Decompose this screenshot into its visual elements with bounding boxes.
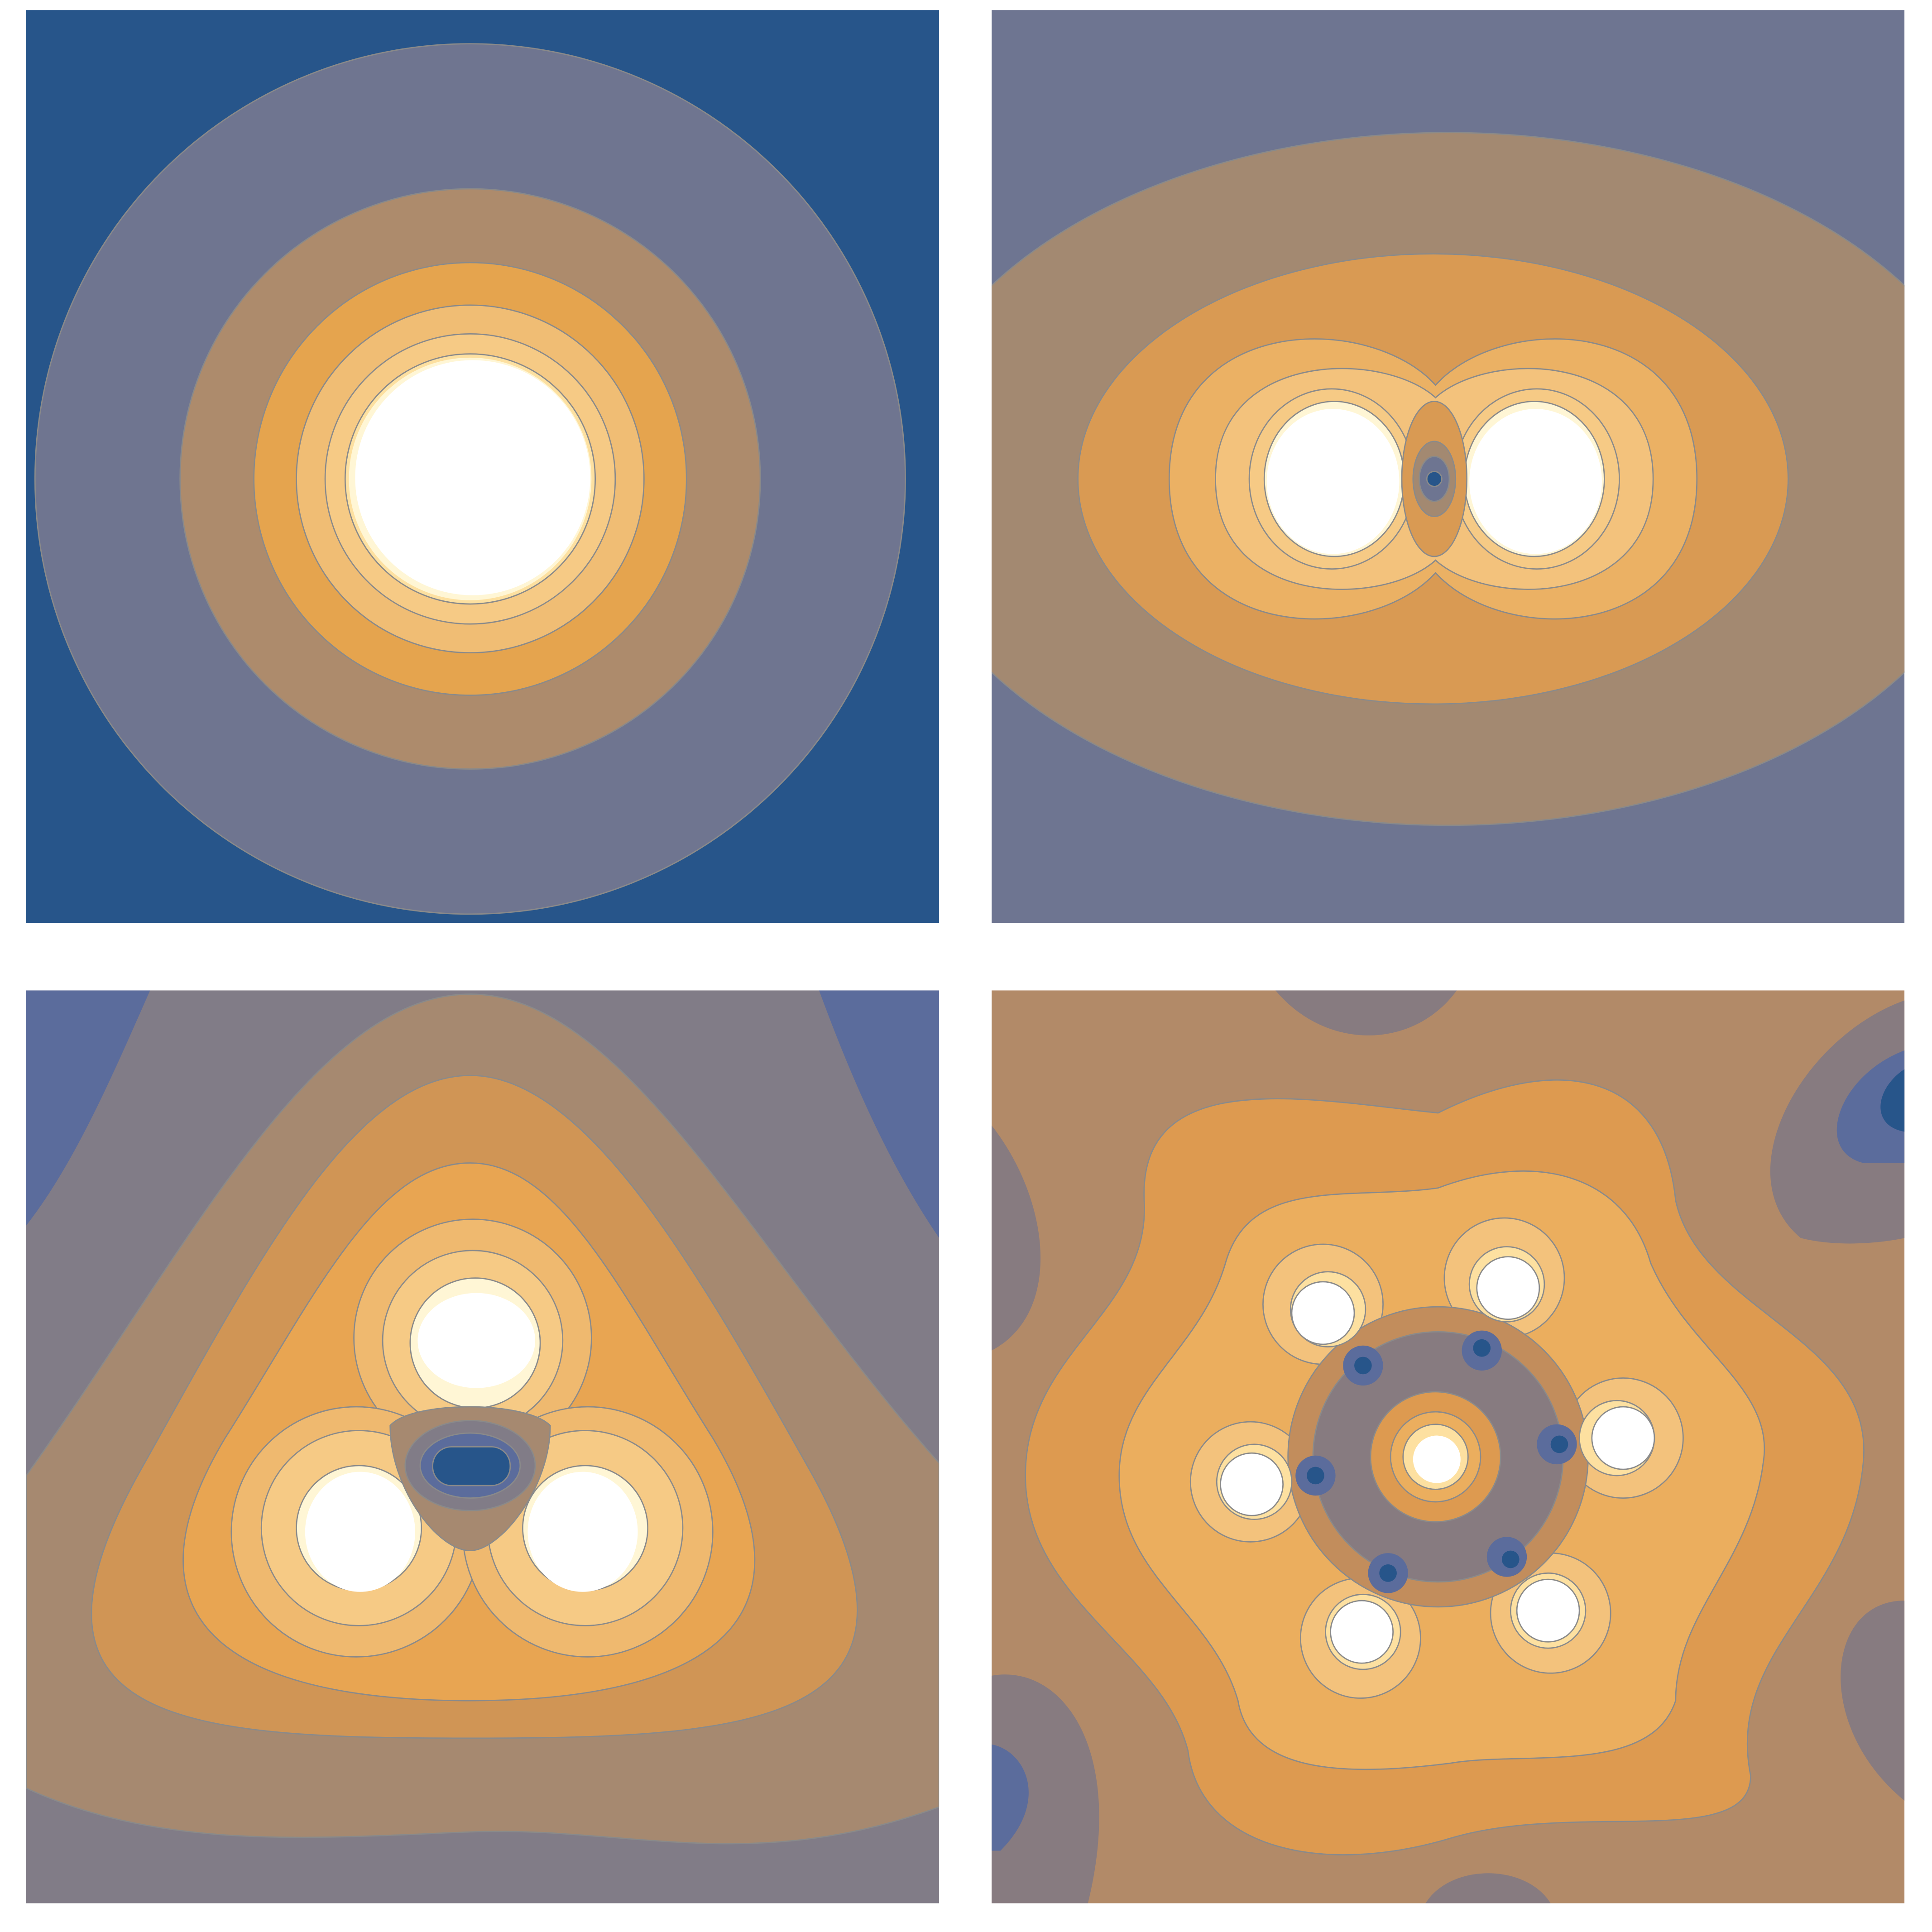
contour-core bbox=[1354, 1357, 1372, 1375]
contour-core bbox=[1426, 470, 1443, 487]
contour-core bbox=[1501, 1550, 1520, 1568]
contour-core bbox=[355, 360, 590, 595]
contour-core bbox=[432, 1446, 511, 1486]
contour-core bbox=[1476, 1256, 1540, 1320]
contour-band bbox=[1275, 990, 1457, 1036]
contour-band bbox=[1425, 1873, 1551, 1903]
contour-core bbox=[305, 1472, 415, 1592]
contour-core bbox=[1591, 1406, 1655, 1470]
contour-band bbox=[1836, 1050, 1905, 1163]
contour-core bbox=[1379, 1564, 1397, 1582]
contour-core bbox=[1220, 1452, 1284, 1516]
contour-core bbox=[1880, 1069, 1905, 1132]
contour-band bbox=[1841, 1601, 1905, 1801]
contour-panel bbox=[26, 990, 940, 1903]
contour-panel bbox=[26, 10, 940, 923]
contour-band bbox=[26, 990, 150, 1226]
contour-band bbox=[1770, 1000, 1905, 1244]
contour-band bbox=[992, 1125, 1041, 1351]
contour-band bbox=[992, 1674, 1099, 1903]
contour-band bbox=[819, 990, 940, 1238]
contour-core bbox=[1413, 1435, 1461, 1483]
contour-core bbox=[527, 1472, 638, 1592]
contour-panel bbox=[992, 10, 1905, 923]
contour-core bbox=[1307, 1467, 1324, 1485]
contour-panel bbox=[992, 990, 1905, 1903]
contour-core bbox=[1469, 409, 1602, 554]
contour-core bbox=[1516, 1578, 1580, 1643]
contour-core bbox=[1266, 409, 1400, 554]
contour-core bbox=[1473, 1339, 1491, 1357]
contour-core bbox=[1291, 1281, 1355, 1345]
contour-core bbox=[1330, 1600, 1394, 1664]
contour-core bbox=[417, 1293, 536, 1388]
contour-core bbox=[1550, 1435, 1568, 1453]
contour-band bbox=[992, 1744, 1029, 1851]
